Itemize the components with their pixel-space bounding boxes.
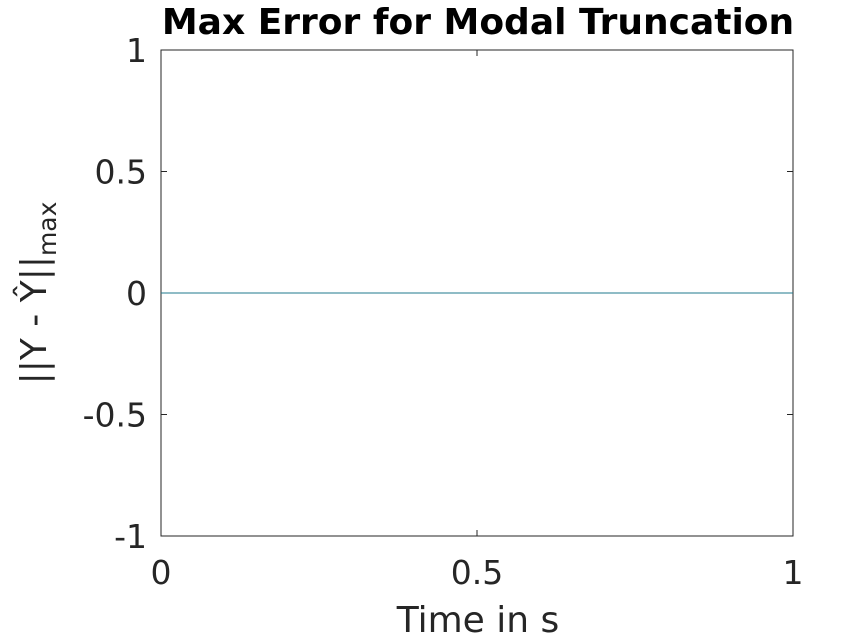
y-tick-label: 0.5 <box>95 153 147 192</box>
x-axis-label: Time in s <box>396 600 560 638</box>
axis-ticks <box>160 49 794 537</box>
y-tick-label: -0.5 <box>83 396 147 435</box>
x-tick-label: 1 <box>783 553 804 592</box>
x-tick-label: 0 <box>151 553 172 592</box>
y-axis-label-main: ||Y - Ŷ|| <box>12 256 55 384</box>
y-axis-label-subscript: max <box>33 202 62 256</box>
chart-title: Max Error for Modal Truncation <box>162 2 794 43</box>
y-tick-label: 1 <box>126 31 147 70</box>
y-tick-label: 0 <box>126 274 147 313</box>
x-tick-label: 0.5 <box>451 553 503 592</box>
y-tick-label: -1 <box>114 517 147 556</box>
tick-labels: 0 0.5 1 -1 -0.5 0 0.5 1 <box>83 31 804 592</box>
y-axis-label: ||Y - Ŷ||max <box>12 202 62 385</box>
